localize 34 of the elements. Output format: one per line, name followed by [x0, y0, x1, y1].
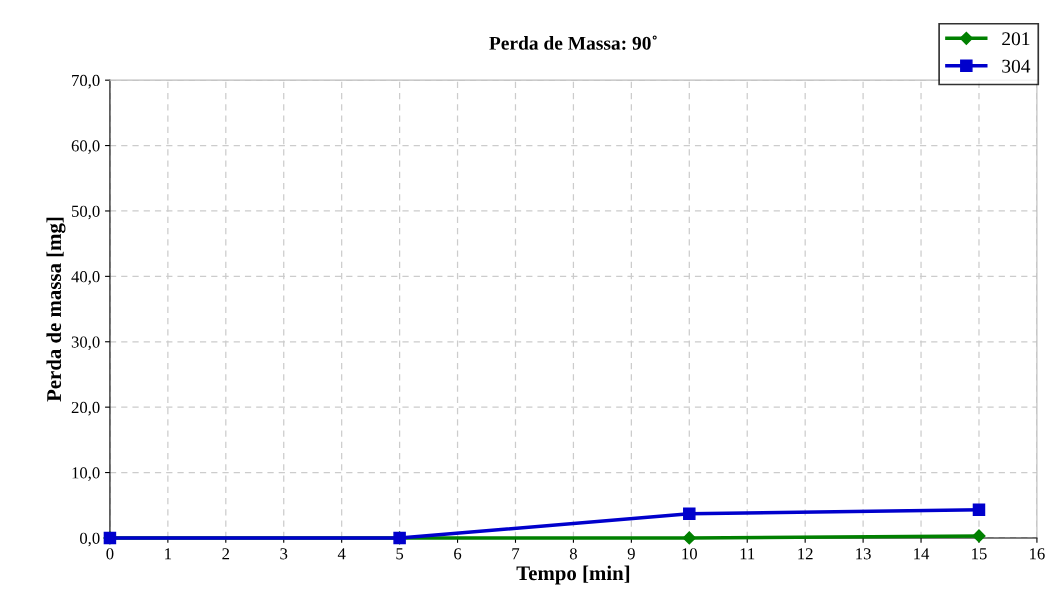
x-tick-label: 8	[569, 548, 577, 560]
x-tick-label: 11	[740, 548, 755, 560]
legend-label: 201	[1002, 32, 1030, 46]
x-tick-label: 7	[512, 548, 520, 560]
y-tick-label: 60,0	[71, 140, 100, 154]
x-tick-label: 16	[1030, 548, 1045, 560]
x-tick-label: 12	[798, 548, 813, 560]
x-tick-label: 10	[682, 548, 697, 560]
x-tick-label: 4	[337, 548, 346, 560]
x-tick-label: 14	[914, 548, 930, 560]
x-tick-label: 5	[396, 548, 404, 560]
x-tick-label: 0	[106, 548, 114, 560]
x-tick-label: 13	[856, 548, 871, 560]
x-tick-label: 15	[972, 548, 987, 560]
x-axis-title: Tempo [min]	[516, 565, 630, 585]
point	[972, 503, 986, 517]
x-tick-label: 9	[627, 548, 635, 560]
legend-label: 304	[1002, 59, 1031, 73]
chart-title: Perda de Massa: 90˚	[489, 35, 657, 50]
y-axis-title: Perda de massa [mg]	[46, 217, 66, 402]
y-tick-label: 20,0	[71, 401, 100, 416]
y-tick-label: 40,0	[71, 271, 100, 285]
y-tick-label: 30,0	[71, 336, 100, 351]
x-tick-label: 6	[454, 548, 462, 560]
y-tick-label: 50,0	[72, 205, 100, 220]
point	[683, 507, 696, 521]
y-tick-label: 70,0	[72, 74, 100, 89]
x-tick-label: 2	[222, 548, 230, 560]
y-tick-label: 10,0	[72, 467, 100, 481]
x-tick-label: 1	[165, 548, 172, 560]
point	[972, 529, 986, 543]
x-tick-label: 3	[280, 548, 288, 560]
y-tick-label: 0,0	[80, 532, 100, 547]
point	[682, 531, 696, 545]
